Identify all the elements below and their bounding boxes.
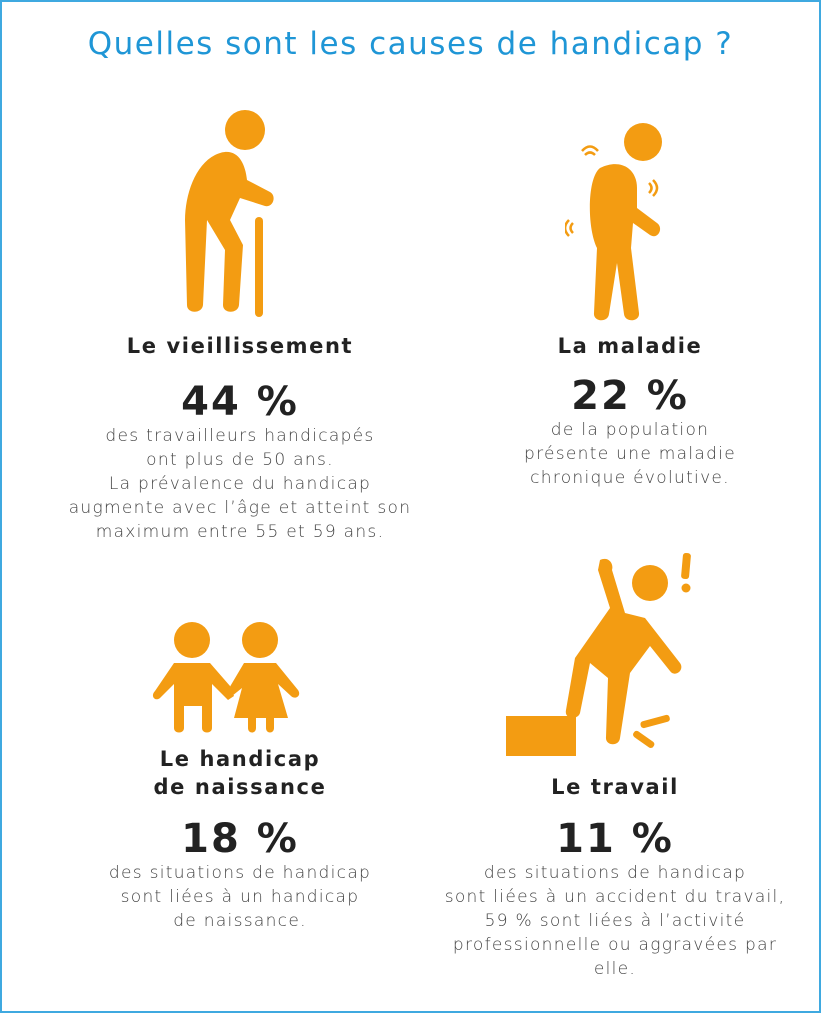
cause-aging: Le vieillissement 44 % des travailleurs …	[30, 332, 450, 544]
cause-heading: Le travail	[551, 775, 679, 799]
description-line: ont plus de 50 ans.	[146, 450, 334, 470]
description-line: elle.	[593, 959, 637, 979]
cause-description: des travailleurs handicapés ont plus de …	[30, 424, 450, 544]
cause-percent: 11 %	[556, 816, 674, 862]
description-line: chronique évolutive.	[530, 468, 730, 488]
cause-description: de la population présente une maladie ch…	[470, 418, 790, 490]
description-line: des travailleurs handicapés	[105, 426, 375, 446]
cause-work: Le travail 11 % des situations de handic…	[410, 773, 820, 981]
elderly-person-cane-icon	[185, 110, 274, 317]
description-line: sont liées à un handicap	[120, 887, 360, 907]
description-line: présente une maladie	[524, 444, 736, 464]
cause-heading: Le handicap de naissance	[60, 745, 420, 801]
page-title: Quelles sont les causes de handicap ?	[87, 26, 734, 62]
description-line: sont liées à un accident du travail,	[444, 887, 786, 907]
person-falling-accident-icon	[506, 552, 691, 756]
cause-heading: La maladie	[557, 334, 703, 358]
heading-line: de naissance	[153, 775, 327, 799]
two-children-icon	[152, 622, 300, 733]
description-line: 59 % sont liées à l’activité	[484, 911, 746, 931]
cause-disease: La maladie 22 % de la population présent…	[470, 332, 790, 490]
cause-description: des situations de handicap sont liées à …	[410, 861, 820, 981]
description-line: maximum entre 55 et 59 ans.	[95, 522, 385, 542]
cause-percent: 22 %	[571, 373, 689, 419]
description-line: professionnelle ou aggravées par	[452, 935, 778, 955]
description-line: des situations de handicap	[108, 863, 372, 883]
cause-percent: 18 %	[181, 816, 299, 862]
description-line: augmente avec l’âge et atteint son	[68, 498, 412, 518]
description-line: de naissance.	[173, 911, 307, 931]
cause-heading: Le vieillissement	[126, 334, 354, 358]
sick-person-trembling-icon	[565, 123, 662, 321]
description-line: de la population	[550, 420, 710, 440]
cause-description: des situations de handicap sont liées à …	[60, 861, 420, 933]
description-line: des situations de handicap	[483, 863, 747, 883]
heading-line: Le handicap	[159, 747, 321, 771]
cause-percent: 44 %	[181, 379, 299, 425]
description-line: La prévalence du handicap	[108, 474, 372, 494]
cause-birth: Le handicap de naissance 18 % des situat…	[60, 745, 420, 933]
